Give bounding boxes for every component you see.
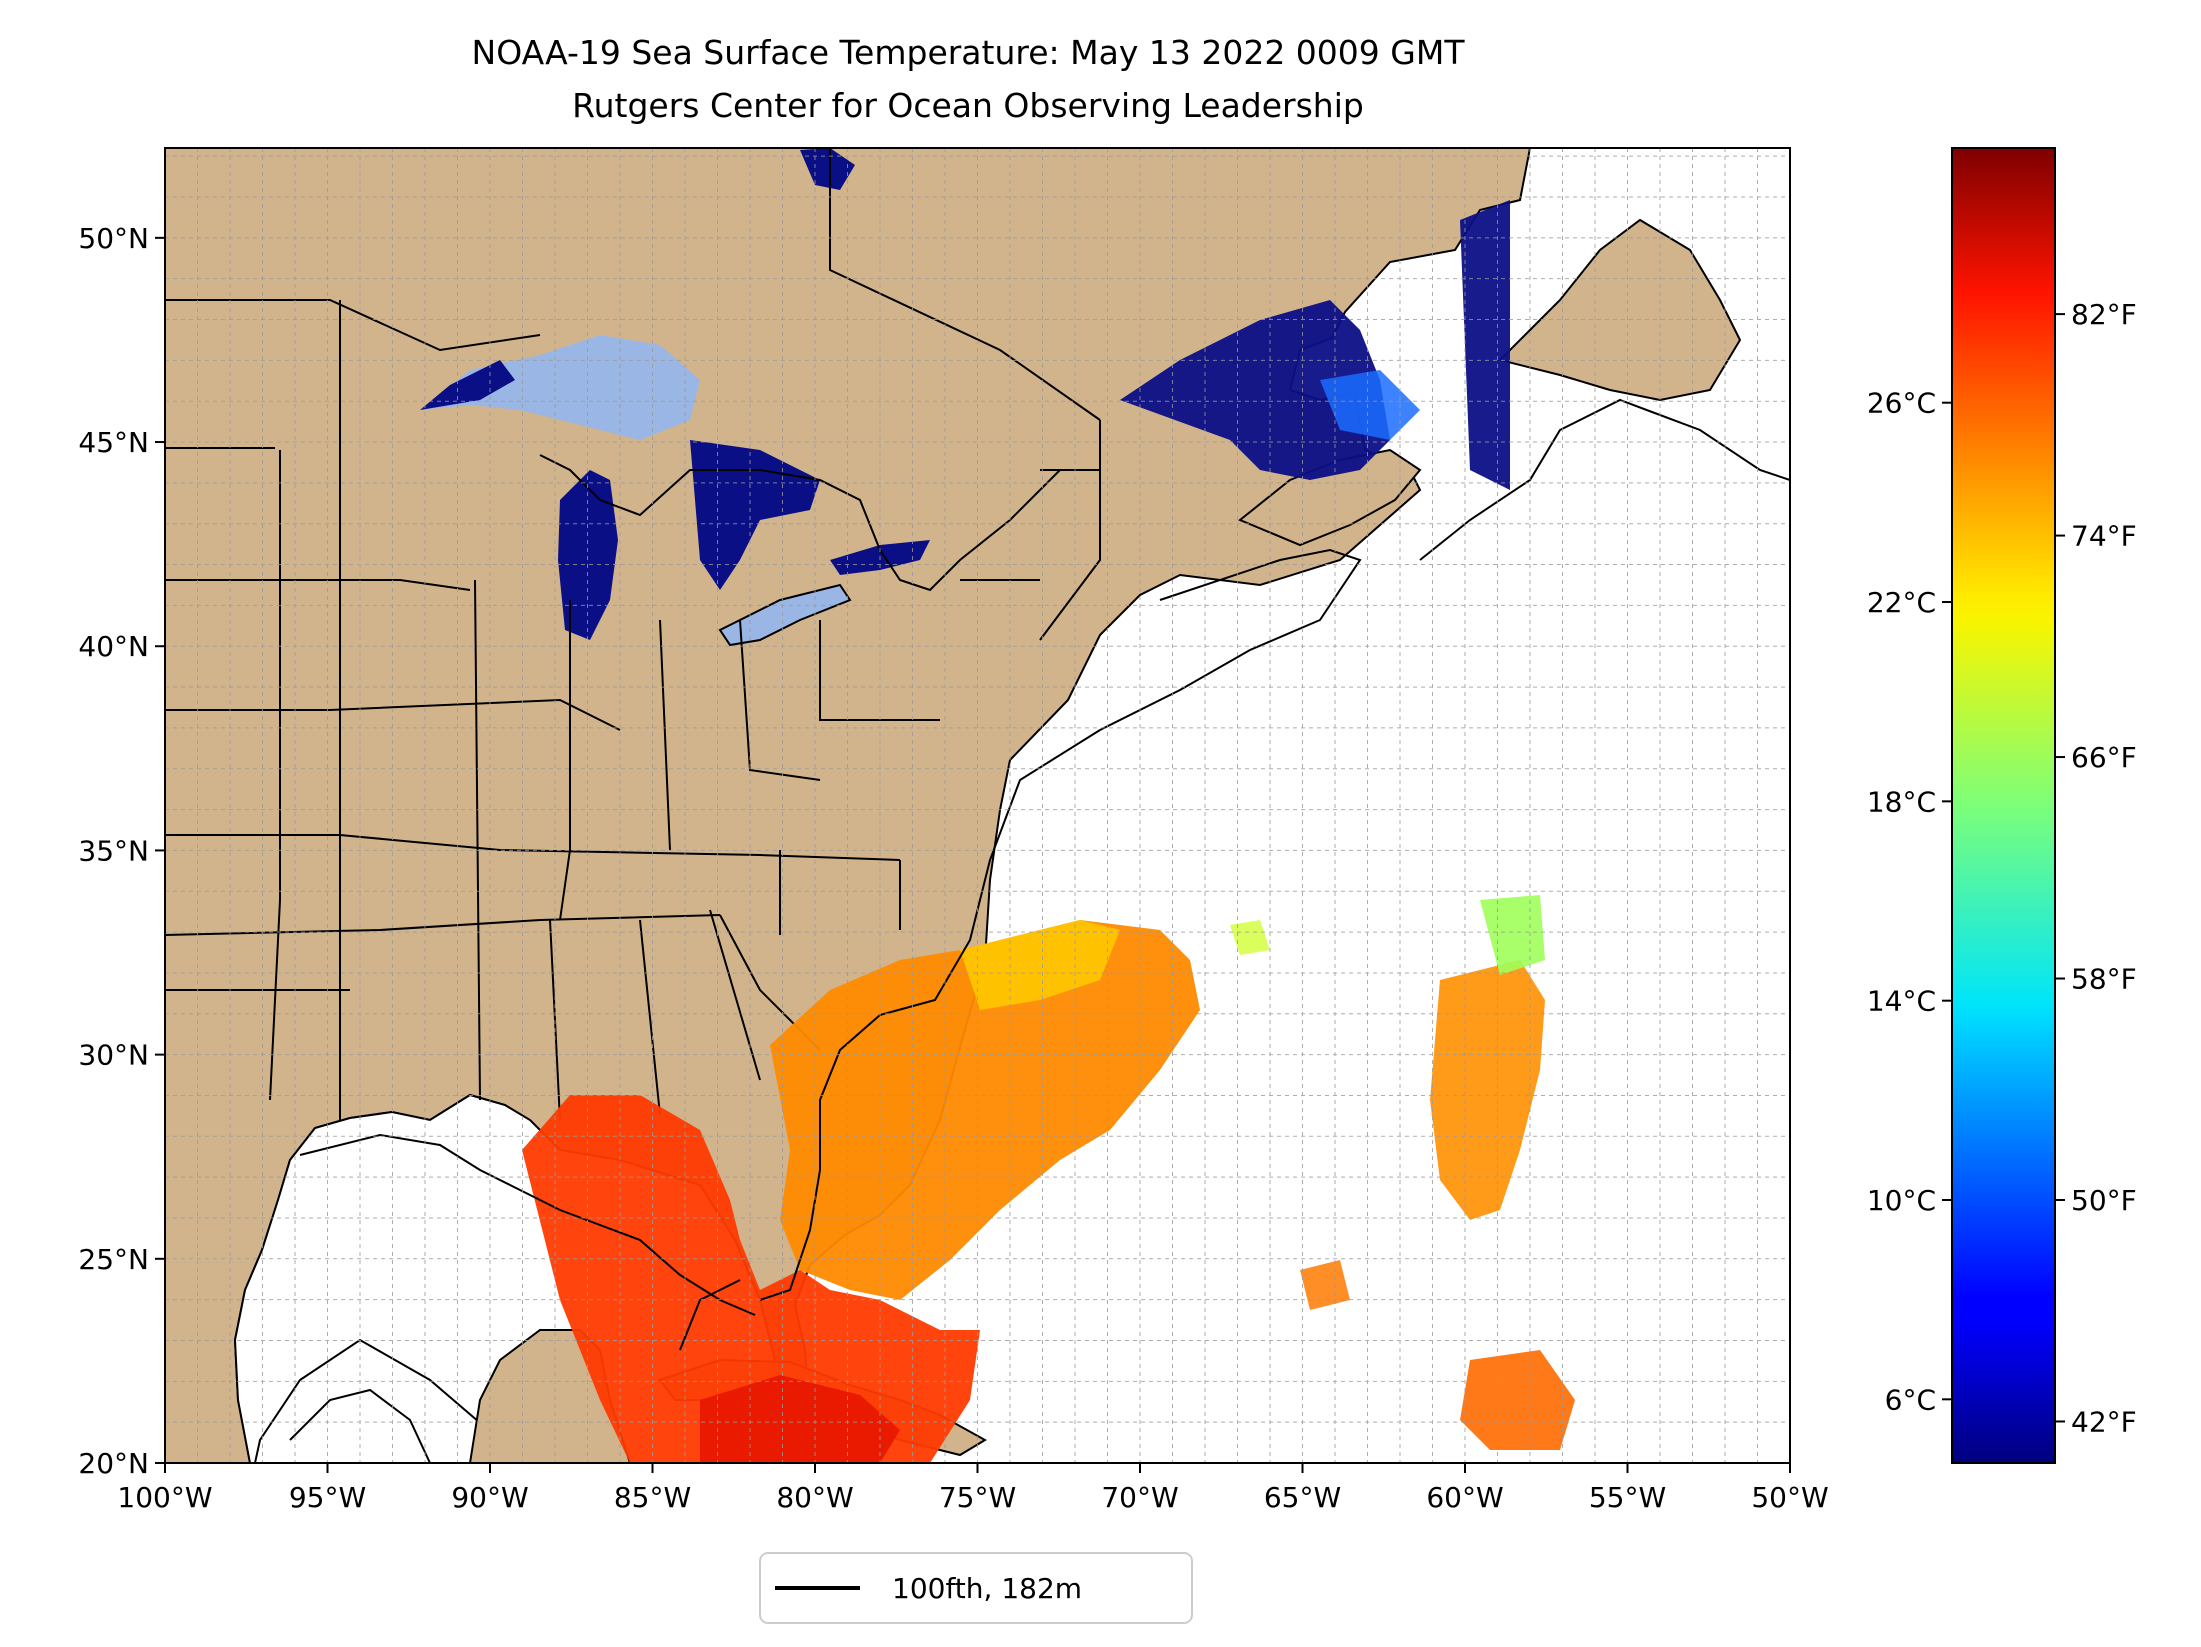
sst-east-patch [1430, 960, 1545, 1220]
sst-data [522, 200, 1575, 1463]
political-borders [165, 148, 1101, 1121]
isobath-100fth [289, 398, 1790, 1463]
colorbar-fahrenheit-axis: 42°F 50°F 58°F 66°F 74°F 82°F [2055, 298, 2137, 1438]
lon-tick-label: 100°W [117, 1481, 212, 1514]
lake-erie [718, 583, 852, 647]
longitude-axis: 100°W 95°W 90°W 85°W 80°W 75°W 70°W 65°W 60°W 55°… [117, 1463, 1829, 1514]
lon-tick-label: 50°W [1751, 1481, 1828, 1514]
sst-atlantic-swath [770, 920, 1200, 1300]
lake-winnipeg-hint [800, 148, 855, 190]
lake-huron [690, 440, 820, 590]
lat-tick-label: 35°N [78, 834, 149, 867]
sst-east-green [1480, 895, 1545, 975]
lat-tick-label: 25°N [78, 1243, 149, 1276]
lat-tick-label: 20°N [78, 1447, 149, 1480]
legend-box [759, 1552, 1193, 1624]
lake-michigan [558, 470, 618, 640]
latitude-axis: 20°N 25°N 30°N 35°N 40°N 45°N 50°N [78, 222, 165, 1480]
lon-tick-label: 60°W [1426, 1481, 1503, 1514]
sst-gulf-swath [522, 1095, 980, 1463]
lat-tick-label: 50°N [78, 222, 149, 255]
sst-cabot-strait [1460, 200, 1510, 490]
lon-tick-label: 55°W [1589, 1481, 1666, 1514]
colorbar: 6°C 10°C 14°C 18°C 22°C 26°C 42°F 50°F 58°F 66°F… [1867, 147, 2137, 1464]
sst-scattered-1 [1300, 1260, 1350, 1310]
legend-label: 100fth, 182m [892, 1572, 1082, 1605]
great-lakes [420, 148, 930, 647]
lon-tick-label: 70°W [1101, 1481, 1178, 1514]
celsius-tick-label: 26°C [1867, 387, 1936, 420]
fahrenheit-tick-label: 50°F [2071, 1184, 2137, 1217]
legend: 100fth, 182m [759, 1552, 1193, 1624]
fahrenheit-tick-label: 58°F [2071, 963, 2137, 996]
fahrenheit-tick-label: 74°F [2071, 520, 2137, 553]
sst-scattered-2 [1230, 920, 1270, 955]
lake-superior-sst [420, 360, 515, 410]
celsius-tick-label: 18°C [1867, 785, 1936, 818]
celsius-tick-label: 6°C [1885, 1383, 1936, 1416]
sst-st-lawrence-blue [1320, 370, 1420, 440]
fahrenheit-tick-label: 66°F [2071, 741, 2137, 774]
colorbar-celsius-axis: 6°C 10°C 14°C 18°C 22°C 26°C [1867, 387, 1952, 1416]
lat-tick-label: 40°N [78, 630, 149, 663]
celsius-tick-label: 22°C [1867, 586, 1936, 619]
map-subtitle: Rutgers Center for Ocean Observing Leade… [572, 86, 1364, 125]
sst-east-lower [1460, 1350, 1575, 1450]
lon-tick-label: 90°W [451, 1481, 528, 1514]
fahrenheit-tick-label: 82°F [2071, 298, 2137, 331]
fahrenheit-tick-label: 42°F [2071, 1405, 2137, 1438]
lon-tick-label: 75°W [939, 1481, 1016, 1514]
lat-tick-label: 45°N [78, 426, 149, 459]
celsius-tick-label: 14°C [1867, 985, 1936, 1018]
lon-tick-label: 95°W [289, 1481, 366, 1514]
sst-st-lawrence [1120, 300, 1390, 480]
celsius-tick-label: 10°C [1867, 1184, 1936, 1217]
lake-superior [420, 335, 700, 440]
land-newfoundland [1498, 218, 1742, 402]
lat-tick-label: 30°N [78, 1039, 149, 1072]
lon-tick-label: 80°W [776, 1481, 853, 1514]
lon-tick-label: 85°W [614, 1481, 691, 1514]
sst-atlantic-yellow [960, 920, 1120, 1010]
map-panel[interactable] [165, 148, 1790, 1463]
map-title: NOAA-19 Sea Surface Temperature: May 13 … [472, 33, 1466, 72]
graticule [165, 148, 1790, 1463]
colorbar-gradient [1951, 147, 2056, 1464]
lon-tick-label: 65°W [1264, 1481, 1341, 1514]
